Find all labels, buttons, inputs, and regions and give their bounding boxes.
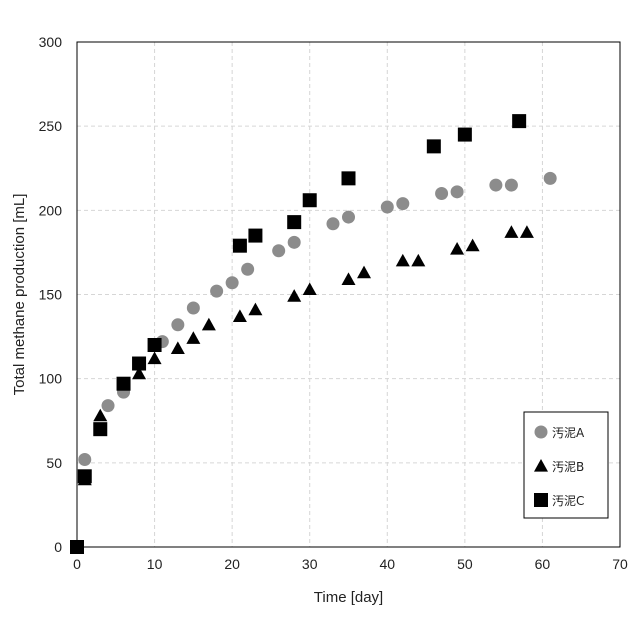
series-2	[78, 225, 534, 485]
data-point-triangle	[520, 225, 534, 238]
data-point-square	[427, 139, 441, 153]
data-point-triangle	[411, 254, 425, 267]
y-tick-label: 100	[39, 371, 63, 387]
data-point-circle	[435, 187, 448, 200]
data-point-circle	[489, 179, 502, 192]
data-point-square	[303, 193, 317, 207]
data-point-triangle	[342, 272, 356, 285]
x-tick-label: 20	[224, 556, 240, 572]
data-point-triangle	[504, 225, 518, 238]
data-point-triangle	[466, 239, 480, 252]
y-tick-label: 300	[39, 34, 63, 50]
x-tick-label: 0	[73, 556, 81, 572]
data-point-square	[248, 229, 262, 243]
data-point-triangle	[233, 309, 247, 322]
x-tick-label: 10	[147, 556, 163, 572]
data-point-circle	[226, 276, 239, 289]
data-point-circle	[381, 200, 394, 213]
y-tick-label: 150	[39, 287, 63, 303]
data-point-triangle	[287, 289, 301, 302]
x-tick-label: 60	[535, 556, 551, 572]
x-tick-label: 40	[379, 556, 395, 572]
data-point-circle	[272, 244, 285, 257]
data-point-circle	[544, 172, 557, 185]
data-point-square	[512, 114, 526, 128]
data-points	[70, 114, 557, 554]
data-point-circle	[505, 179, 518, 192]
data-point-circle	[187, 301, 200, 314]
data-point-circle	[210, 285, 223, 298]
data-point-circle	[241, 263, 254, 276]
data-point-triangle	[396, 254, 410, 267]
data-point-circle	[288, 236, 301, 249]
data-point-square	[78, 469, 92, 483]
data-point-square	[93, 422, 107, 436]
data-point-triangle	[171, 341, 185, 354]
data-point-triangle	[450, 242, 464, 255]
data-point-circle	[78, 453, 91, 466]
y-tick-label: 50	[46, 455, 62, 471]
data-point-square	[117, 377, 131, 391]
x-axis-title: Time [day]	[314, 589, 383, 606]
y-tick-label: 0	[54, 539, 62, 555]
data-point-triangle	[248, 303, 262, 316]
legend: 汚泥A 汚泥B 汚泥C	[524, 412, 608, 518]
data-point-circle	[102, 399, 115, 412]
series-3	[70, 114, 526, 554]
x-tick-label: 70	[612, 556, 628, 572]
data-point-square	[458, 128, 472, 142]
y-tick-label: 200	[39, 202, 63, 218]
data-point-circle	[342, 211, 355, 224]
y-axis-title: Total methane production [mL]	[11, 194, 28, 396]
legend-label: 汚泥A	[552, 426, 585, 440]
y-tick-label: 250	[39, 118, 63, 134]
data-point-square	[342, 171, 356, 185]
legend-label: 汚泥C	[552, 494, 584, 508]
data-point-triangle	[202, 318, 216, 331]
series-1	[78, 172, 556, 466]
data-point-triangle	[357, 266, 371, 279]
data-point-circle	[396, 197, 409, 210]
data-point-square	[287, 215, 301, 229]
data-point-square	[233, 239, 247, 253]
data-point-triangle	[303, 282, 317, 295]
data-point-circle	[326, 217, 339, 230]
data-point-circle	[171, 318, 184, 331]
legend-marker-circle	[535, 426, 548, 439]
x-tick-label: 50	[457, 556, 473, 572]
data-point-square	[132, 357, 146, 371]
legend-label: 汚泥B	[552, 460, 584, 474]
legend-marker-square	[534, 493, 548, 507]
data-point-square	[70, 540, 84, 554]
data-point-triangle	[186, 331, 200, 344]
x-tick-label: 30	[302, 556, 318, 572]
data-point-square	[148, 338, 162, 352]
data-point-circle	[451, 185, 464, 198]
data-point-triangle	[148, 351, 162, 364]
